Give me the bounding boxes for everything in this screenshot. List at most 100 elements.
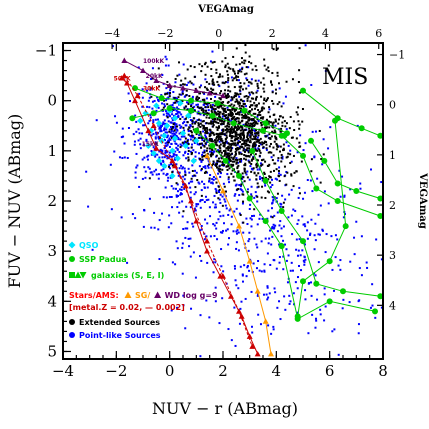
data-point xyxy=(267,242,270,245)
data-point xyxy=(274,291,277,294)
data-point xyxy=(224,190,227,193)
data-point xyxy=(243,150,246,153)
data-point xyxy=(359,187,362,190)
data-point xyxy=(295,238,298,241)
data-point xyxy=(273,129,276,132)
data-point xyxy=(257,109,260,112)
data-point xyxy=(234,92,237,95)
data-point xyxy=(274,124,277,127)
data-point xyxy=(216,139,219,142)
data-point xyxy=(217,106,220,109)
data-point xyxy=(134,217,137,220)
data-point xyxy=(194,186,197,189)
data-point xyxy=(302,223,305,226)
data-point xyxy=(233,160,236,163)
data-point xyxy=(278,172,281,175)
data-point xyxy=(164,144,167,147)
data-point xyxy=(269,121,272,124)
data-point xyxy=(318,129,321,132)
data-point xyxy=(276,145,279,148)
data-point xyxy=(137,66,140,69)
data-point xyxy=(218,111,221,114)
data-point xyxy=(145,139,148,142)
data-point xyxy=(246,147,249,150)
data-point xyxy=(301,120,304,123)
data-point xyxy=(233,107,236,110)
data-point xyxy=(227,176,230,179)
data-point xyxy=(211,106,214,109)
data-point xyxy=(300,278,306,285)
data-point xyxy=(251,331,254,334)
data-point xyxy=(217,185,220,188)
data-point xyxy=(249,217,252,220)
data-point xyxy=(270,227,273,230)
data-point xyxy=(220,248,223,251)
data-point xyxy=(284,308,287,311)
data-point xyxy=(334,256,337,259)
data-point xyxy=(147,133,150,136)
data-point xyxy=(171,103,174,106)
data-point xyxy=(311,313,314,316)
data-point xyxy=(201,124,204,127)
data-point xyxy=(214,92,217,95)
data-point xyxy=(186,227,189,230)
data-point xyxy=(174,158,177,161)
y-tick-label: 1 xyxy=(47,142,57,160)
data-point xyxy=(170,163,173,166)
data-point xyxy=(248,91,251,94)
data-point xyxy=(211,61,214,64)
x-axis-title: NUV − r (ABmag) xyxy=(152,399,298,418)
y-tick-label: 5 xyxy=(47,342,57,360)
data-point xyxy=(298,47,301,50)
data-point xyxy=(295,248,298,251)
data-point xyxy=(240,183,243,186)
data-point xyxy=(234,95,237,98)
data-point xyxy=(256,85,259,88)
y-tick-label: −1 xyxy=(35,42,57,60)
data-point xyxy=(380,258,383,261)
data-point xyxy=(228,143,231,146)
data-point xyxy=(308,282,311,285)
data-point xyxy=(242,123,245,126)
data-point xyxy=(227,118,230,121)
data-point xyxy=(233,306,236,309)
data-point xyxy=(188,94,191,97)
data-point xyxy=(148,96,151,99)
data-point xyxy=(233,104,236,107)
data-point xyxy=(261,117,264,120)
data-point xyxy=(289,300,292,303)
data-point xyxy=(111,45,114,48)
data-point xyxy=(148,197,151,200)
data-point xyxy=(257,102,260,105)
data-point xyxy=(225,229,228,232)
top-tick-label: 4 xyxy=(322,27,329,40)
data-point xyxy=(284,130,290,137)
data-point xyxy=(203,98,206,101)
data-point xyxy=(190,307,193,310)
data-point xyxy=(243,114,246,117)
data-point xyxy=(356,124,359,127)
data-point xyxy=(290,136,293,139)
data-point xyxy=(236,127,239,130)
data-point xyxy=(181,92,184,95)
data-point xyxy=(213,194,216,197)
data-point xyxy=(230,147,233,150)
data-point xyxy=(258,149,261,152)
data-point xyxy=(158,150,161,153)
data-point xyxy=(184,173,187,176)
data-point xyxy=(177,144,180,147)
data-point xyxy=(187,81,190,84)
data-point xyxy=(287,216,290,219)
data-point xyxy=(167,64,170,67)
data-point xyxy=(186,108,189,111)
data-point xyxy=(278,243,281,246)
data-point xyxy=(274,131,277,134)
data-point xyxy=(204,130,207,133)
data-point xyxy=(236,172,242,179)
data-point xyxy=(214,95,217,98)
data-point xyxy=(224,149,227,152)
data-point xyxy=(227,125,230,128)
data-point xyxy=(226,117,229,120)
data-point xyxy=(244,113,247,116)
data-point xyxy=(161,108,164,111)
